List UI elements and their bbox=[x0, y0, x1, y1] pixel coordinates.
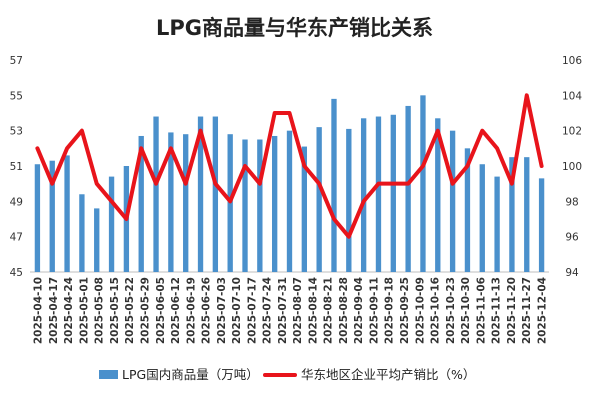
x-axis-tick-label: 2025-05-15 bbox=[109, 277, 121, 344]
bar bbox=[435, 118, 441, 272]
right-axis-tick-label: 102 bbox=[562, 126, 582, 138]
left-axis-tick-label: 45 bbox=[10, 267, 23, 279]
x-axis-tick-label: 2025-11-20 bbox=[506, 277, 518, 344]
x-axis-tick-label: 2025-09-11 bbox=[368, 277, 380, 344]
x-axis-tick-label: 2025-06-12 bbox=[170, 277, 182, 344]
bar bbox=[168, 132, 174, 272]
bar bbox=[153, 116, 159, 273]
left-axis-tick-label: 53 bbox=[10, 126, 23, 138]
left-axis-tick-label: 55 bbox=[10, 90, 23, 102]
bar bbox=[375, 116, 382, 273]
legend-swatch-bar bbox=[99, 370, 118, 379]
right-axis-tick-label: 106 bbox=[562, 55, 582, 67]
bar bbox=[509, 157, 515, 272]
bar bbox=[79, 194, 85, 272]
left-axis-tick-label: 47 bbox=[10, 232, 23, 244]
bar bbox=[301, 146, 307, 272]
bar bbox=[331, 98, 337, 272]
x-axis-tick-label: 2025-11-06 bbox=[475, 277, 487, 344]
right-axis-tick-label: 94 bbox=[565, 267, 579, 279]
x-axis-tick-label: 2025-07-03 bbox=[216, 277, 228, 344]
x-axis-tick-label: 2025-06-19 bbox=[185, 277, 197, 344]
bar bbox=[538, 178, 545, 272]
x-axis-tick-label: 2025-05-08 bbox=[94, 277, 106, 344]
left-axis-tick-label: 57 bbox=[10, 55, 23, 67]
bar bbox=[272, 135, 278, 272]
bar bbox=[183, 134, 189, 272]
x-axis-tick-label: 2025-04-24 bbox=[63, 277, 75, 344]
bar bbox=[257, 139, 263, 272]
line-series bbox=[35, 93, 544, 239]
bar bbox=[34, 164, 41, 272]
left-axis-tick-label: 49 bbox=[10, 196, 23, 208]
left-axis: 45 47 49 51 53 55 57 bbox=[10, 55, 23, 279]
chart-title: LPG商品量与华东产销比关系 bbox=[156, 16, 433, 40]
bar bbox=[286, 130, 293, 272]
x-axis-tick-label: 2025-07-31 bbox=[277, 277, 289, 344]
x-axis-tick-label: 2025-10-09 bbox=[414, 277, 426, 344]
bar bbox=[479, 164, 485, 272]
bar bbox=[197, 116, 204, 273]
x-axis-tick-label: 2025-10-23 bbox=[445, 277, 457, 344]
x-axis-tick-labels: 2025-04-10 2025-04-17 2025-04-24 2025-05-01… bbox=[33, 277, 549, 344]
bar bbox=[138, 135, 144, 272]
bar bbox=[420, 95, 426, 272]
x-axis-tick-label: 2025-07-17 bbox=[246, 277, 258, 344]
left-axis-tick-label: 51 bbox=[10, 161, 23, 173]
bar bbox=[108, 176, 115, 272]
bar bbox=[524, 157, 530, 272]
bar bbox=[449, 130, 456, 272]
bar bbox=[464, 148, 471, 272]
legend: LPG国内商品量（万吨） 华东地区企业平均产销比（%） bbox=[99, 367, 475, 382]
x-axis-tick-label: 2025-07-24 bbox=[262, 277, 274, 344]
bar bbox=[64, 155, 70, 272]
x-axis-tick-label: 2025-04-17 bbox=[48, 277, 60, 344]
x-axis-tick-label: 2025-08-21 bbox=[323, 277, 335, 344]
bar bbox=[316, 127, 322, 272]
x-axis-tick-label: 2025-12-04 bbox=[536, 277, 548, 344]
x-axis-tick-label: 2025-07-10 bbox=[231, 277, 243, 344]
bar-series bbox=[34, 95, 545, 273]
x-axis-tick-label: 2025-09-25 bbox=[399, 277, 411, 344]
x-axis-tick-label: 2025-05-29 bbox=[139, 277, 151, 344]
bar bbox=[94, 208, 100, 272]
right-axis-tick-label: 100 bbox=[562, 161, 582, 173]
bar bbox=[405, 105, 411, 272]
x-axis-tick-label: 2025-05-01 bbox=[78, 277, 90, 344]
bar bbox=[494, 176, 500, 272]
x-axis-tick-label: 2025-09-18 bbox=[384, 277, 396, 344]
bar bbox=[212, 116, 219, 273]
bar bbox=[360, 118, 367, 272]
x-axis-tick-label: 2025-10-30 bbox=[460, 277, 472, 344]
right-axis-tick-label: 98 bbox=[565, 196, 578, 208]
bar bbox=[390, 114, 396, 273]
legend-label-bar: LPG国内商品量（万吨） bbox=[122, 367, 259, 382]
x-axis-tick-label: 2025-04-10 bbox=[33, 277, 45, 344]
bar bbox=[346, 128, 352, 272]
x-axis-tick-label: 2025-06-05 bbox=[155, 277, 167, 344]
x-axis-tick-label: 2025-08-14 bbox=[307, 277, 319, 344]
x-axis-tick-label: 2025-11-27 bbox=[521, 277, 533, 344]
x-axis-tick-label: 2025-08-28 bbox=[338, 277, 350, 344]
bar bbox=[242, 139, 248, 272]
legend-label-line: 华东地区企业平均产销比（%） bbox=[301, 367, 475, 382]
bar bbox=[49, 160, 55, 272]
right-axis: 94 96 98 100 102 104 106 bbox=[562, 55, 582, 279]
x-axis-tick-label: 2025-10-16 bbox=[430, 277, 442, 344]
x-axis-tick-label: 2025-11-13 bbox=[491, 277, 503, 344]
right-axis-tick-label: 96 bbox=[565, 232, 579, 244]
right-axis-tick-label: 104 bbox=[562, 90, 582, 102]
x-axis-tick-label: 2025-08-07 bbox=[292, 277, 304, 344]
x-axis-tick-label: 2025-06-26 bbox=[201, 277, 213, 344]
x-axis-tick-label: 2025-05-22 bbox=[124, 277, 136, 344]
series-line bbox=[35, 93, 544, 239]
x-axis-tick-label: 2025-09-04 bbox=[353, 277, 365, 344]
